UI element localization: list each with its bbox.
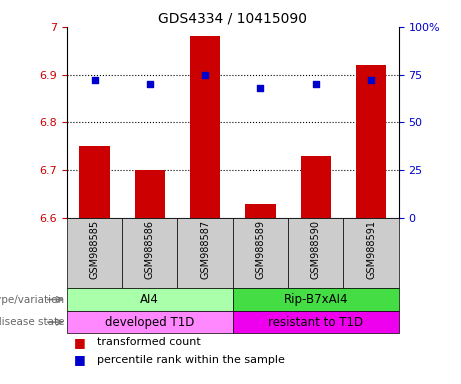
Text: Rip-B7xAI4: Rip-B7xAI4 — [284, 293, 348, 306]
Bar — [177, 218, 233, 288]
Text: ■: ■ — [73, 336, 85, 349]
Bar — [67, 218, 122, 288]
Point — [257, 85, 264, 91]
Bar — [135, 170, 165, 218]
Bar — [122, 218, 177, 288]
Text: developed T1D: developed T1D — [105, 316, 195, 329]
Text: GSM988591: GSM988591 — [366, 220, 376, 279]
Bar — [343, 218, 399, 288]
Point — [146, 81, 154, 87]
Bar — [233, 218, 288, 288]
Text: GSM988589: GSM988589 — [255, 220, 266, 279]
Text: percentile rank within the sample: percentile rank within the sample — [97, 355, 284, 365]
Text: resistant to T1D: resistant to T1D — [268, 316, 363, 329]
Bar — [245, 204, 276, 218]
Bar — [233, 288, 399, 311]
Text: GSM988586: GSM988586 — [145, 220, 155, 279]
Bar — [288, 218, 343, 288]
Bar — [67, 311, 233, 333]
Text: GSM988585: GSM988585 — [89, 220, 100, 279]
Title: GDS4334 / 10415090: GDS4334 / 10415090 — [158, 12, 307, 26]
Text: transformed count: transformed count — [97, 337, 201, 347]
Point — [367, 77, 375, 83]
Bar — [190, 36, 220, 218]
Point — [312, 81, 319, 87]
Text: disease state: disease state — [0, 317, 65, 327]
Bar — [67, 288, 233, 311]
Text: genotype/variation: genotype/variation — [0, 295, 65, 305]
Text: ■: ■ — [73, 353, 85, 366]
Bar — [301, 156, 331, 218]
Bar — [233, 311, 399, 333]
Text: GSM988587: GSM988587 — [200, 220, 210, 279]
Point — [91, 77, 98, 83]
Bar — [356, 65, 386, 218]
Point — [201, 71, 209, 78]
Bar — [79, 146, 110, 218]
Text: AI4: AI4 — [141, 293, 159, 306]
Text: GSM988590: GSM988590 — [311, 220, 321, 279]
